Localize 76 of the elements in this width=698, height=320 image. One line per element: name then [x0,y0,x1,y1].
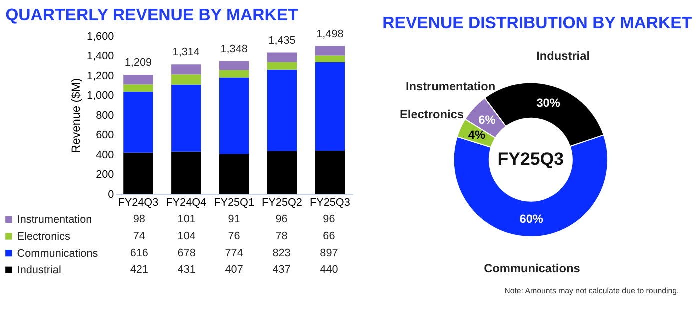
bar [172,64,202,75]
bar [124,92,154,153]
bar [124,74,154,85]
bar [172,152,202,194]
data-label: 78 [276,230,288,242]
data-label: 4% [468,128,486,142]
slice-label: Electronics [400,108,464,122]
data-label: 74 [133,230,146,242]
data-label: 616 [130,247,148,260]
slice-label: Communications [484,262,581,276]
y-tick-label: 0 [108,188,114,201]
total-label: 1,435 [268,34,296,47]
data-label: 897 [320,247,338,260]
chart-title: QUARTERLY REVENUE BY MARKET [6,6,300,25]
data-label: 98 [133,214,146,226]
bar [315,62,346,151]
bar [315,56,346,62]
bar [219,61,250,70]
data-label: 823 [272,247,291,260]
bar [219,154,250,194]
y-tick-label: 1,000 [87,90,114,102]
bar [315,151,346,194]
data-label: 437 [272,264,291,276]
x-tick-label: FY24Q4 [166,196,207,209]
data-label: 66 [323,230,336,242]
y-tick-label: 1,600 [87,30,114,43]
x-tick-label: FY25Q1 [214,196,255,209]
bar [219,70,250,78]
bar [124,84,154,92]
data-label: 407 [225,264,244,276]
legend-label: Electronics [17,230,71,243]
data-label: 101 [178,214,196,226]
bar [172,74,202,85]
legend-label: Communications [17,248,99,260]
x-tick-label: FY25Q2 [262,196,302,209]
total-label: 1,209 [124,57,152,70]
bar [267,62,298,70]
data-label: 6% [478,112,496,127]
data-label: 96 [323,214,336,226]
slice-label: Instrumentation [406,79,496,94]
data-label: 76 [228,230,240,242]
data-label: 678 [178,247,196,260]
bar [219,78,250,154]
bar [124,152,154,194]
total-label: 1,348 [220,43,248,56]
slice-label: Industrial [536,49,590,64]
y-tick-label: 1,200 [87,70,114,82]
data-label: 91 [228,214,240,226]
data-label: 440 [320,264,338,276]
chart-title: REVENUE DISTRIBUTION BY MARKET [382,13,693,32]
x-tick-label: FY25Q3 [310,196,350,209]
bar [267,151,298,194]
y-axis-title: Revenue ($M) [69,78,84,154]
total-label: 1,314 [172,46,200,59]
y-tick-label: 400 [96,149,114,162]
data-label: 421 [130,264,148,276]
x-tick-label: FY24Q3 [118,196,159,209]
total-label: 1,498 [316,28,344,40]
bar [267,52,298,62]
y-tick-label: 200 [96,169,114,182]
data-label: 96 [276,214,288,226]
text: FY25Q3 [498,148,564,169]
y-tick-label: 800 [96,110,114,122]
bar [315,46,346,56]
legend-label: Instrumentation [17,214,92,226]
data-label: 30% [536,96,561,110]
data-label: 60% [520,212,544,226]
data-label: 431 [178,264,196,276]
data-label: 104 [178,230,196,242]
text: Note: Amounts may not calculate due to rounding. [504,286,680,296]
y-tick-label: 1,400 [87,50,114,63]
bar [172,84,202,152]
y-tick-label: 600 [96,130,114,142]
data-label: 774 [225,247,244,260]
bar [267,70,298,152]
legend-label: Industrial [17,264,62,277]
